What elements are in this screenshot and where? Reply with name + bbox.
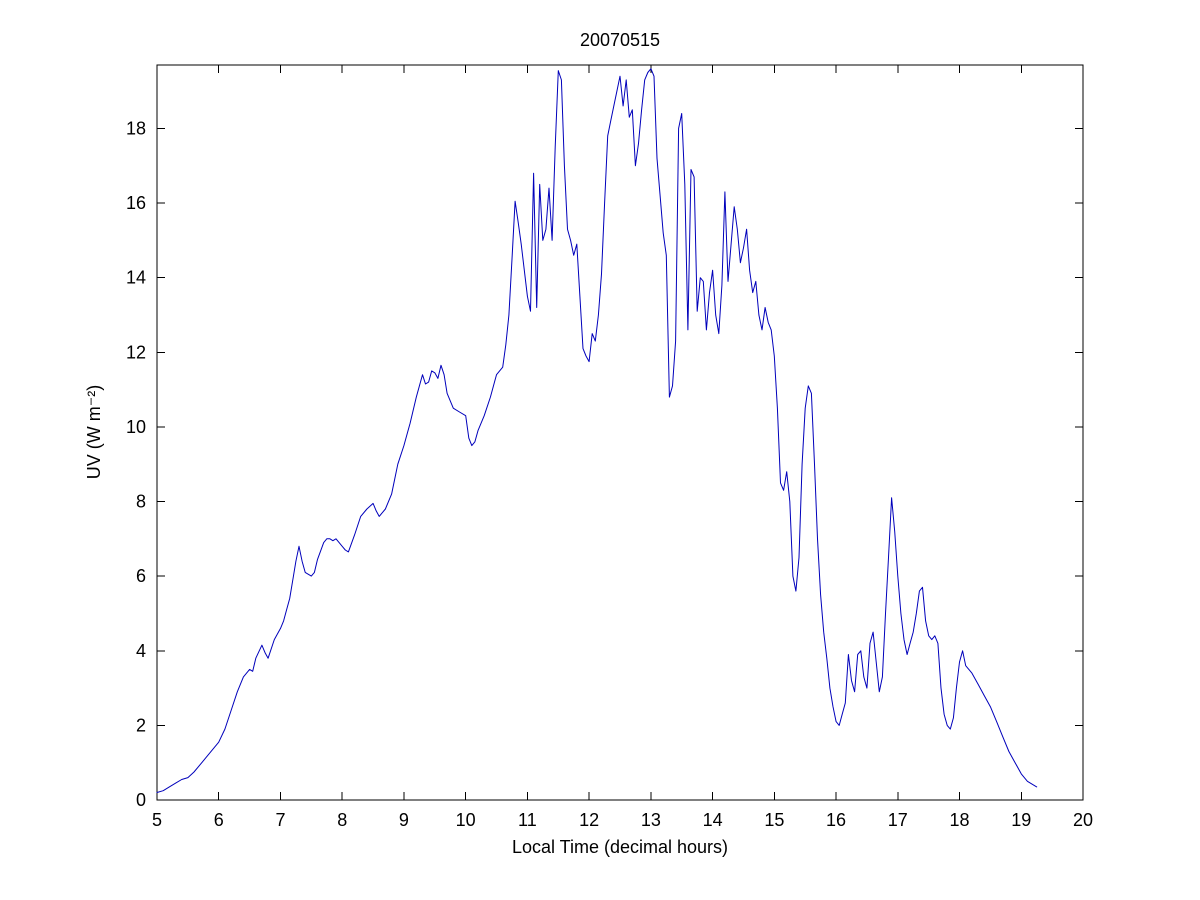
- svg-text:5: 5: [152, 810, 162, 830]
- svg-text:8: 8: [337, 810, 347, 830]
- svg-text:7: 7: [275, 810, 285, 830]
- svg-text:8: 8: [136, 492, 146, 512]
- svg-text:14: 14: [703, 810, 723, 830]
- svg-text:12: 12: [126, 342, 146, 362]
- svg-text:12: 12: [579, 810, 599, 830]
- svg-text:2: 2: [136, 715, 146, 735]
- svg-text:11: 11: [518, 810, 537, 830]
- svg-text:0: 0: [136, 790, 146, 810]
- svg-text:6: 6: [136, 566, 146, 586]
- svg-text:20: 20: [1073, 810, 1093, 830]
- svg-text:13: 13: [641, 810, 661, 830]
- svg-text:15: 15: [764, 810, 784, 830]
- plot-box: [156, 64, 1084, 801]
- svg-text:10: 10: [456, 810, 476, 830]
- svg-text:16: 16: [126, 193, 146, 213]
- svg-text:14: 14: [126, 268, 146, 288]
- svg-text:19: 19: [1011, 810, 1031, 830]
- svg-text:9: 9: [399, 810, 409, 830]
- svg-text:17: 17: [888, 810, 908, 830]
- x-axis-label: Local Time (decimal hours): [512, 837, 728, 857]
- svg-text:18: 18: [950, 810, 970, 830]
- axes-layer: 5 6 7 8 9 10 11 12 13 14 15 16 17 18 19 20 0 2 4 6 8 10 12 14 16…: [126, 65, 1093, 830]
- figure-title: 20070515: [580, 30, 660, 50]
- svg-text:4: 4: [136, 641, 146, 661]
- svg-text:10: 10: [126, 417, 146, 437]
- svg-text:18: 18: [126, 118, 146, 138]
- svg-text:6: 6: [214, 810, 224, 830]
- y-axis-label: UV (W m⁻²): [84, 385, 104, 479]
- uv-data-line: [156, 68, 1038, 793]
- svg-text:16: 16: [826, 810, 846, 830]
